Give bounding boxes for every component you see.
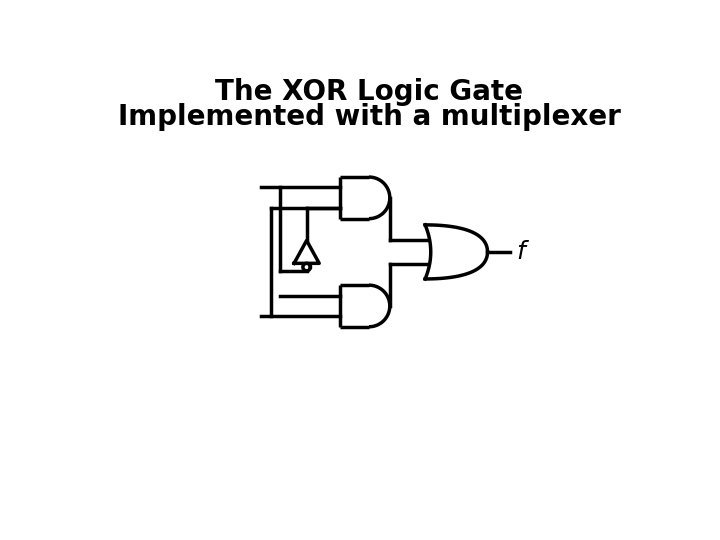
Text: Implemented with a multiplexer: Implemented with a multiplexer — [117, 103, 621, 131]
Text: f: f — [517, 240, 526, 264]
Text: The XOR Logic Gate: The XOR Logic Gate — [215, 78, 523, 106]
